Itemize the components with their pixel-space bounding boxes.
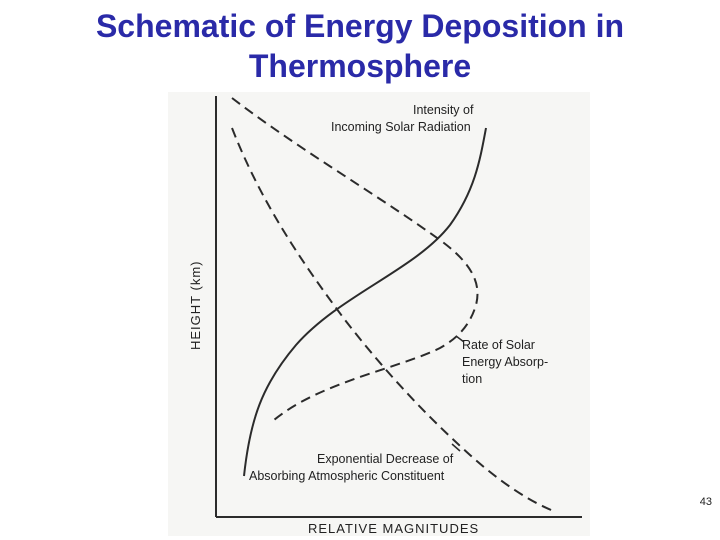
absorption-label-line-2: Energy Absorp- — [462, 355, 548, 369]
constituent-label-line-1: Exponential Decrease of — [317, 452, 454, 466]
figure-panel — [168, 92, 590, 536]
intensity-label-line-1: Intensity of — [413, 103, 474, 117]
intensity-curve — [243, 127, 487, 477]
slide-title-line-2: Thermosphere — [248, 48, 472, 84]
absorption-curve — [231, 97, 479, 421]
absorption-label-line-1: Rate of Solar — [462, 338, 535, 352]
slide-title-line-1: Schematic of Energy Deposition in — [95, 8, 625, 44]
x-axis-label: RELATIVE MAGNITUDES — [308, 521, 479, 536]
absorption-label-pointer — [455, 335, 465, 343]
slide-title: Schematic of Energy Deposition in Thermo… — [0, 6, 720, 86]
absorption-label-line-3: tion — [462, 372, 482, 386]
slide-number: 43 — [699, 496, 712, 508]
intensity-label-line-2: Incoming Solar Radiation — [331, 120, 471, 134]
constituent-label-pointer — [451, 443, 461, 452]
constituent-label-line-2: Absorbing Atmospheric Constituent — [249, 469, 445, 483]
y-axis-label: HEIGHT (km) — [188, 261, 203, 350]
constituent-curve — [231, 127, 557, 513]
